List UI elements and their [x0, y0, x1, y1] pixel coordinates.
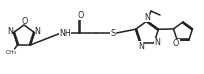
Text: N: N: [155, 38, 161, 47]
Text: N: N: [138, 42, 144, 51]
Text: O: O: [173, 39, 179, 48]
Text: N: N: [144, 13, 150, 22]
Text: N: N: [34, 27, 40, 36]
Text: N: N: [8, 27, 13, 36]
Text: O: O: [21, 17, 28, 26]
Text: S: S: [110, 28, 115, 38]
Text: NH: NH: [59, 28, 71, 38]
Text: O: O: [78, 11, 84, 20]
Text: CH₃: CH₃: [6, 50, 17, 55]
